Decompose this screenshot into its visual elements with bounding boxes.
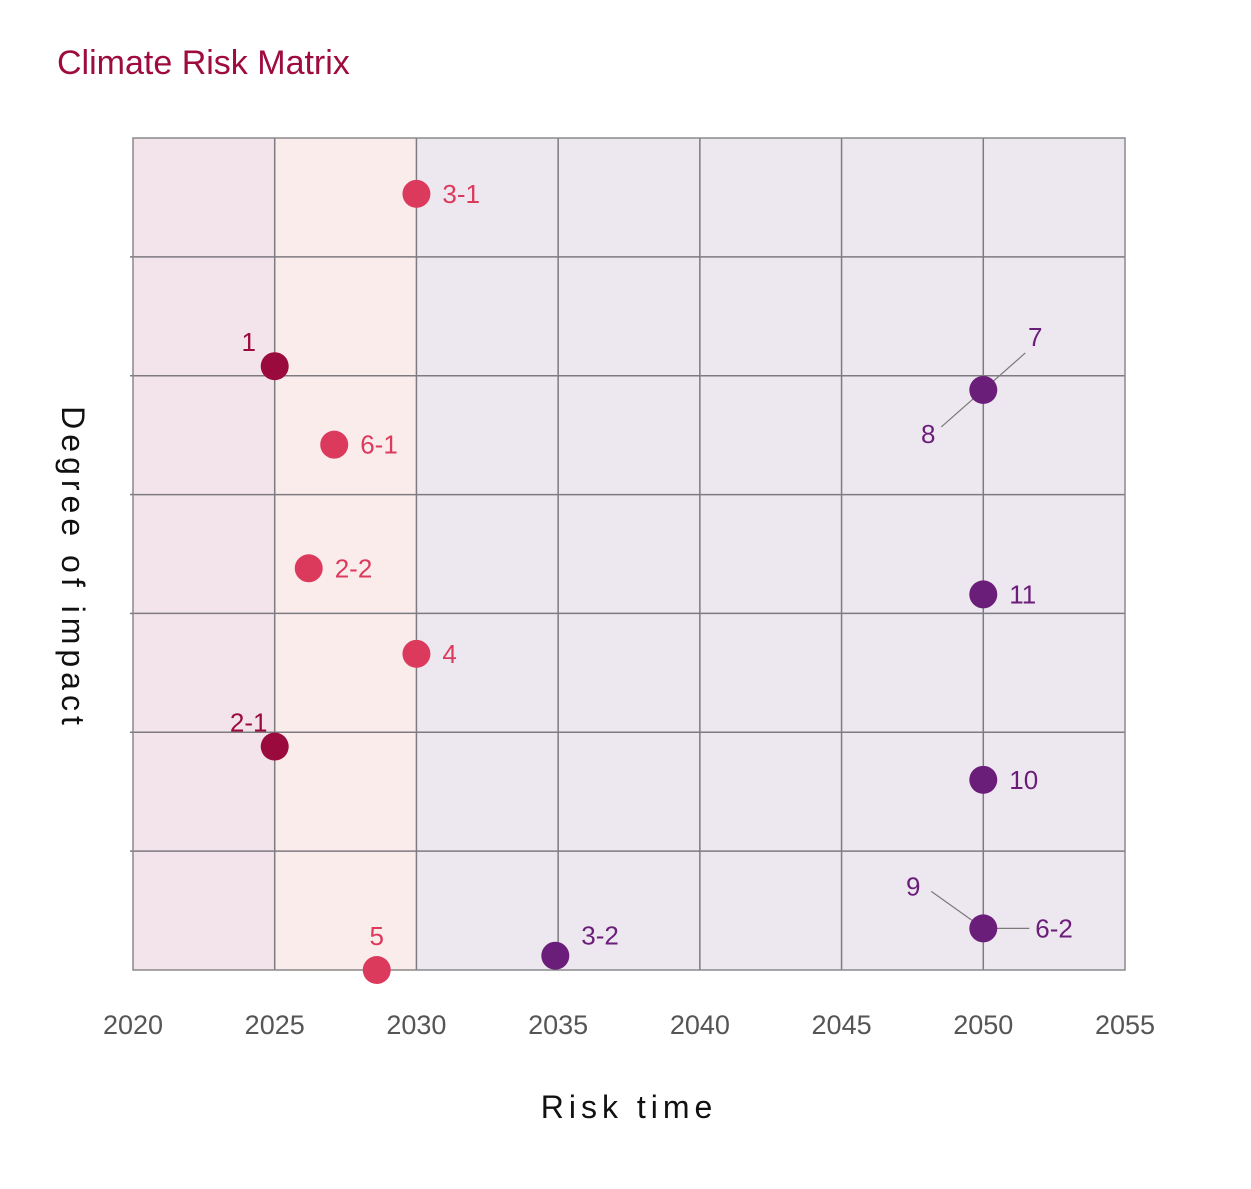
point-label-3-1: 3-1 [442,179,480,209]
data-point-7 [969,375,998,404]
data-point-3-2 [541,941,570,970]
plot-frame [132,137,1126,971]
x-tick-label: 2030 [386,1010,446,1040]
point-label-1: 1 [241,327,255,357]
background-band-2 [274,138,417,970]
point-label-7: 7 [1028,322,1042,352]
data-point-6-1 [320,430,349,459]
x-tick-label: 2055 [1095,1010,1155,1040]
point-label-3-2: 3-2 [581,921,619,951]
x-tick-label: 2025 [245,1010,305,1040]
point-label-9: 9 [906,871,920,901]
data-point-11 [969,580,998,609]
data-point-1 [260,352,289,381]
data-point-2-2 [294,554,323,583]
point-label-11: 11 [1009,579,1036,609]
point-label-2-2: 2-2 [335,553,373,583]
background-band-3 [416,138,1125,970]
x-tick-label: 2050 [953,1010,1013,1040]
x-tick-label: 2045 [812,1010,872,1040]
point-label-5: 5 [370,921,384,951]
data-point-3-1 [402,179,431,208]
data-point-2-1 [260,732,289,761]
point-label-10: 10 [1009,765,1038,795]
point-label-6-1: 6-1 [360,430,398,460]
data-point-4 [402,639,431,668]
data-point-10 [969,765,998,794]
point-label-2-1: 2-1 [230,708,268,738]
point-label-4: 4 [442,639,456,669]
point-label-6-2: 6-2 [1035,913,1073,943]
point-label-8: 8 [921,419,935,449]
x-tick-label: 2040 [670,1010,730,1040]
y-axis-title: Degree of impact [55,406,91,730]
x-tick-label: 2035 [528,1010,588,1040]
x-tick-label: 2020 [103,1010,163,1040]
chart-title: Climate Risk Matrix [57,44,350,82]
background-band-1 [133,138,275,970]
x-axis-title: Risk time [541,1089,718,1125]
data-point-6-2 [969,914,998,943]
data-point-5 [362,956,391,984]
